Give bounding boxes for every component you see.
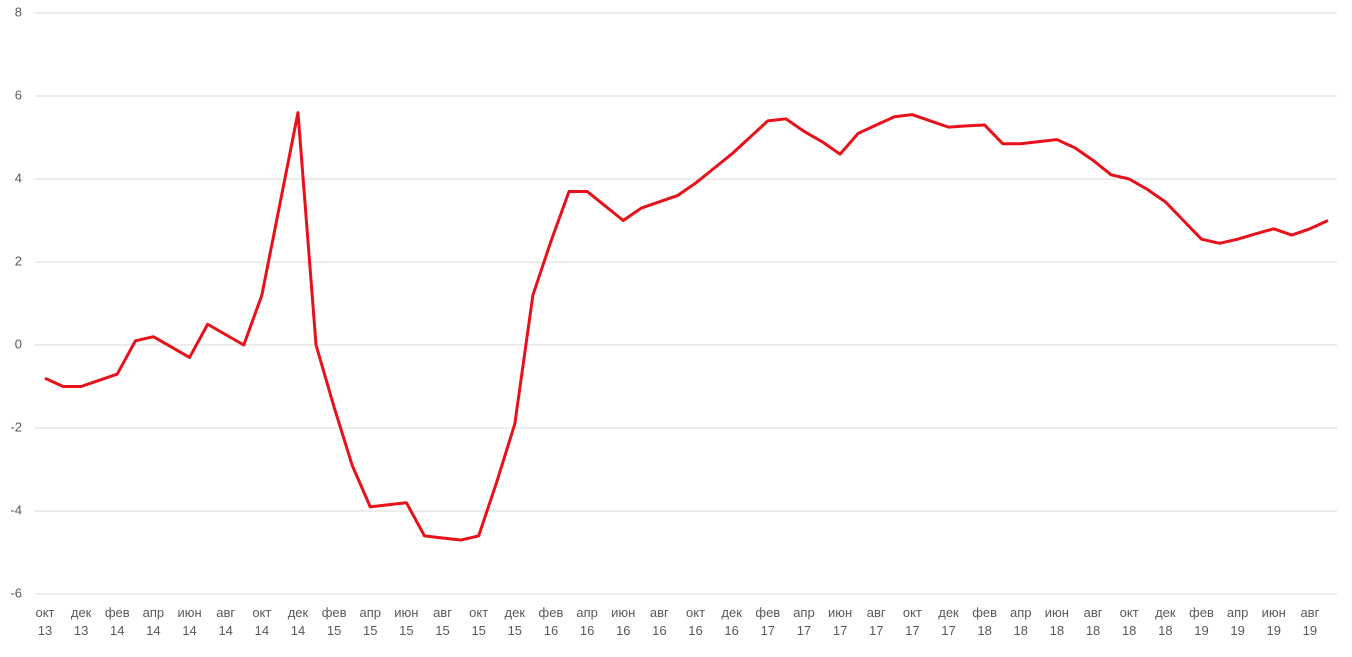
x-tick-label: апр 16 xyxy=(576,605,598,638)
x-tick-label: дек 17 xyxy=(938,605,959,638)
x-tick-label: дек 14 xyxy=(287,605,309,638)
x-tick-label: апр 19 xyxy=(1226,605,1249,638)
x-tick-label: авг 18 xyxy=(1083,605,1103,638)
x-tick-label: апр 14 xyxy=(142,605,165,638)
x-tick-label: фев 14 xyxy=(104,605,130,638)
x-tick-label: апр 15 xyxy=(359,605,382,638)
x-tick-label: авг 14 xyxy=(216,605,236,638)
x-tick-label: авг 17 xyxy=(866,605,886,638)
x-tick-label: дек 18 xyxy=(1155,605,1176,638)
y-tick-label: -4 xyxy=(10,502,22,517)
x-tick-label: дек 13 xyxy=(70,605,92,638)
x-tick-label: июн 17 xyxy=(827,605,853,638)
x-tick-label: дек 16 xyxy=(721,605,742,638)
x-tick-label: авг 19 xyxy=(1300,605,1320,638)
x-tick-label: дек 15 xyxy=(504,605,526,638)
x-tick-label: авг 15 xyxy=(433,605,452,638)
x-tick-label: авг 16 xyxy=(649,605,669,638)
x-tick-label: апр 17 xyxy=(793,605,815,638)
x-tick-label: апр 18 xyxy=(1010,605,1032,638)
x-tick-label: фев 15 xyxy=(321,605,347,638)
x-tick-label: окт 15 xyxy=(469,605,489,638)
y-tick-label: 2 xyxy=(15,253,22,268)
x-tick-label: окт 16 xyxy=(686,605,706,638)
y-tick-label: -6 xyxy=(10,585,22,600)
y-tick-label: 8 xyxy=(15,4,22,19)
x-tick-label: июн 19 xyxy=(1261,605,1286,638)
x-tick-label: июн 18 xyxy=(1044,605,1069,638)
x-tick-label: фев 17 xyxy=(755,605,781,638)
x-tick-label: фев 16 xyxy=(538,605,564,638)
y-tick-label: -2 xyxy=(10,419,22,434)
x-tick-label: окт 13 xyxy=(35,605,55,638)
x-tick-label: июн 14 xyxy=(177,605,202,638)
x-tick-label: фев 19 xyxy=(1189,605,1214,638)
x-tick-label: фев 18 xyxy=(972,605,998,638)
x-tick-label: окт 17 xyxy=(902,605,922,638)
y-tick-label: 0 xyxy=(15,336,22,351)
y-tick-label: 4 xyxy=(15,170,22,185)
x-tick-label: окт 18 xyxy=(1119,605,1139,638)
y-tick-label: 6 xyxy=(15,87,22,102)
x-tick-label: окт 14 xyxy=(252,605,272,638)
data-line xyxy=(44,111,1329,542)
x-tick-label: июн 16 xyxy=(611,605,636,638)
x-tick-label: июн 15 xyxy=(394,605,419,638)
